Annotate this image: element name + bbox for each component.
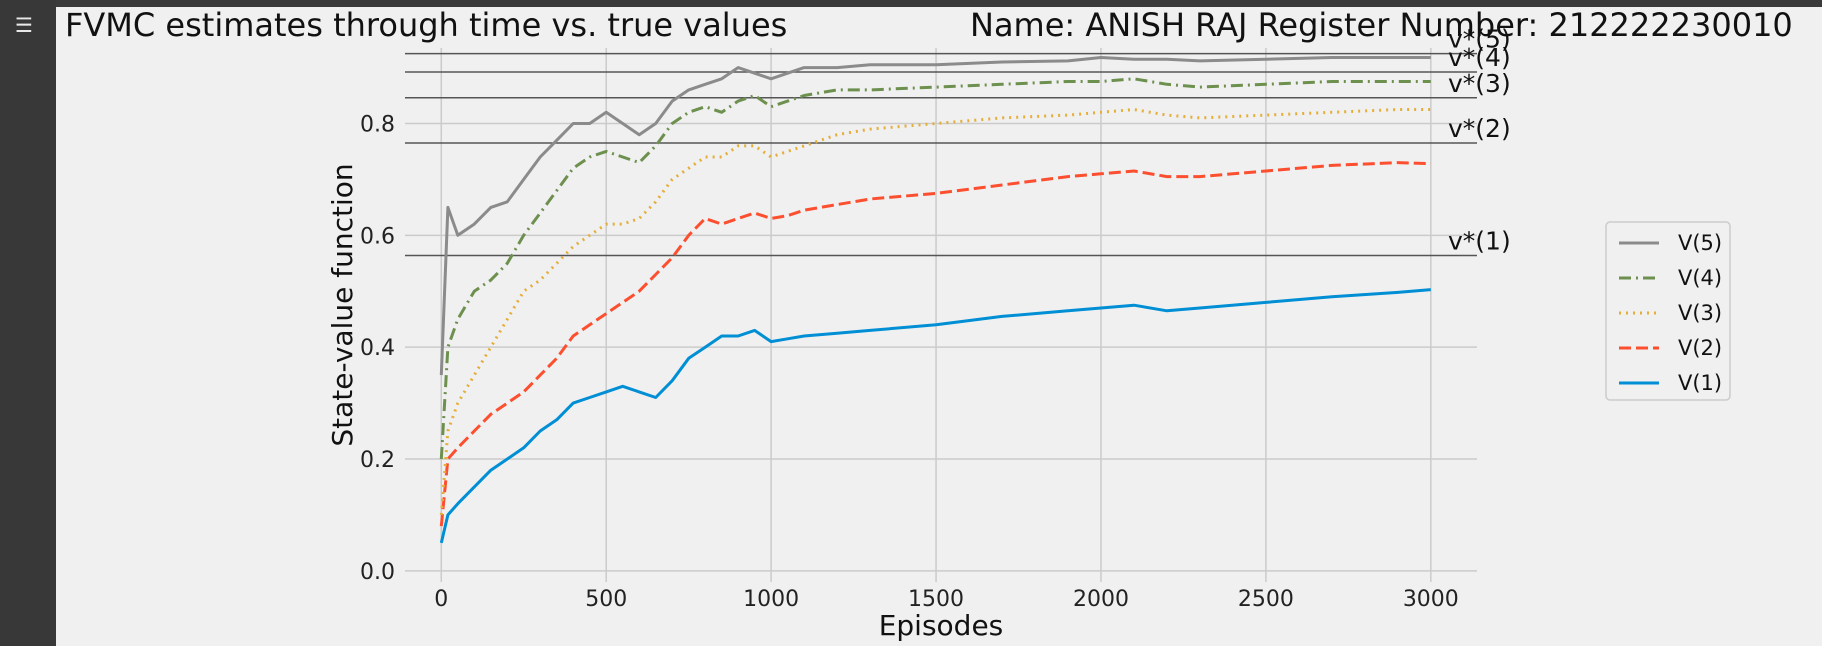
chart-title: FVMC estimates through time vs. true val…: [65, 6, 788, 44]
y-tick-label: 0.0: [360, 560, 395, 585]
x-tick-label: 500: [585, 587, 627, 612]
legend-label: V(2): [1678, 336, 1722, 360]
series-line: [439, 161, 1431, 527]
chart: 0 500 1000 1500 2000 2500 3000 0.0 0.2 0.4 0.6 0.8 E…: [326, 25, 1731, 642]
series-line: [439, 77, 1431, 460]
reference-label: v*(5): [1448, 25, 1511, 54]
legend-label: V(3): [1678, 301, 1722, 325]
student-info: Name: ANISH RAJ Register Number: 2122222…: [970, 6, 1793, 44]
legend-box: [1605, 221, 1731, 401]
legend-label: V(4): [1678, 266, 1722, 290]
x-tick-label: 2000: [1073, 587, 1129, 612]
reference-label: v*(4): [1448, 43, 1511, 72]
reference-label: v*(1): [1448, 226, 1511, 255]
y-tick-label: 0.2: [360, 448, 395, 473]
y-axis-label: State-value function: [326, 163, 359, 446]
y-tick-label: 0.4: [360, 336, 395, 361]
x-tick-label: 2500: [1238, 587, 1294, 612]
x-axis-label: Episodes: [879, 609, 1004, 642]
series-line: [439, 56, 1431, 376]
output-gutter: ☰: [0, 0, 56, 646]
top-bar: [0, 0, 1822, 7]
x-tick-label: 3000: [1403, 587, 1459, 612]
legend-label: V(5): [1678, 231, 1722, 255]
legend-label: V(1): [1678, 371, 1722, 395]
x-tick-label: 1500: [908, 587, 964, 612]
series-line: [439, 288, 1431, 544]
y-tick-label: 0.8: [360, 112, 395, 137]
x-tick-label: 1000: [743, 587, 799, 612]
reference-label: v*(2): [1448, 114, 1511, 143]
reference-label: v*(3): [1448, 69, 1511, 98]
x-tick-label: 0: [434, 587, 448, 612]
output-toggle-icon[interactable]: ☰: [15, 13, 33, 37]
y-tick-label: 0.6: [360, 224, 395, 249]
